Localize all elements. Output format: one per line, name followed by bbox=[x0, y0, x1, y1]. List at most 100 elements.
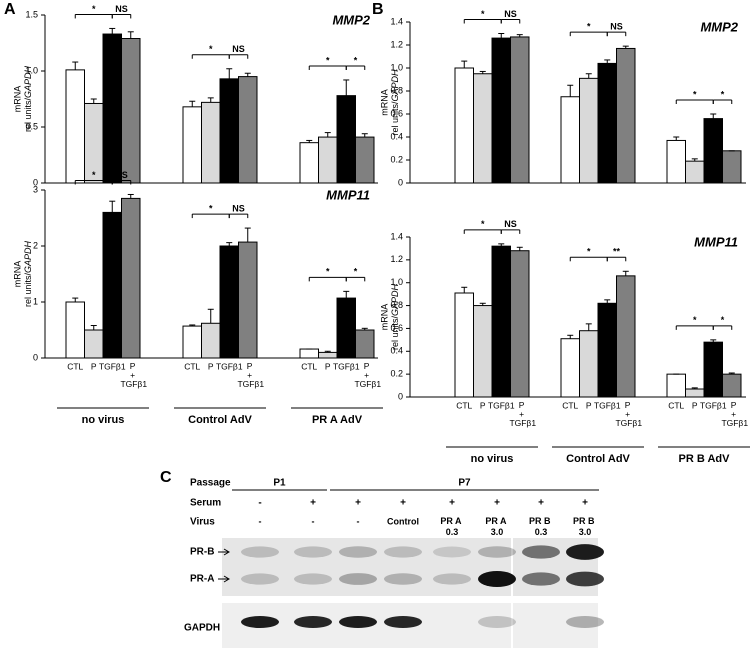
significance-label: * bbox=[92, 4, 96, 14]
y-tick-label: 0.6 bbox=[390, 108, 403, 118]
bar-label: P bbox=[586, 400, 592, 410]
significance-label: * bbox=[481, 219, 485, 229]
bar bbox=[616, 47, 636, 184]
bar bbox=[102, 33, 122, 184]
bar-label: P + TGFβ1 bbox=[615, 400, 642, 428]
y-axis-label: mRNA bbox=[379, 304, 389, 331]
bar-label: CTL bbox=[668, 400, 684, 410]
significance-label: * bbox=[721, 89, 725, 99]
band-arrow-head bbox=[223, 548, 230, 556]
y-tick-label: 0 bbox=[33, 352, 38, 362]
band bbox=[566, 616, 604, 628]
y-tick-label: 1.5 bbox=[25, 9, 38, 19]
virus-label: PR A 3.0 bbox=[485, 516, 508, 537]
virus-label: - bbox=[357, 516, 360, 526]
row-label: Serum bbox=[190, 498, 221, 509]
bar bbox=[722, 373, 742, 398]
y-tick-label: 1.2 bbox=[390, 39, 403, 49]
bar bbox=[121, 38, 141, 184]
y-tick-label: 1.0 bbox=[390, 62, 403, 72]
passage-label: P1 bbox=[273, 478, 286, 489]
significance-label: * bbox=[354, 267, 358, 277]
bar bbox=[666, 139, 686, 184]
bar bbox=[510, 250, 530, 398]
significance-label: NS bbox=[232, 203, 245, 213]
bar bbox=[201, 101, 221, 184]
bar bbox=[703, 118, 723, 184]
y-tick-label: 1.4 bbox=[390, 231, 403, 241]
significance-label: * bbox=[326, 55, 330, 65]
band-label: PR-B bbox=[190, 547, 214, 558]
y-tick-label: 0.4 bbox=[390, 346, 403, 356]
virus-label: - bbox=[312, 516, 315, 526]
band bbox=[566, 544, 604, 560]
y-tick-label: 0.6 bbox=[390, 323, 403, 333]
significance-label: NS bbox=[232, 44, 245, 54]
x-tick-label: no virus bbox=[471, 453, 514, 465]
bar-label: TGFβ1 bbox=[216, 361, 243, 371]
bar bbox=[491, 245, 511, 398]
bar bbox=[454, 67, 474, 184]
serum-label: + bbox=[310, 498, 316, 509]
band bbox=[294, 546, 332, 558]
bar-label: CTL bbox=[67, 361, 83, 371]
western-blot: Passage Serum Virus P1 P7 - + + + + + + + - - - Control P… bbox=[184, 478, 604, 648]
y-tick-label: 0 bbox=[398, 391, 403, 401]
y-tick-label: 1.0 bbox=[390, 277, 403, 287]
band bbox=[339, 546, 377, 558]
bar bbox=[491, 37, 511, 184]
y-tick-label: 0.5 bbox=[25, 121, 38, 131]
significance-label: * bbox=[693, 89, 697, 99]
bar bbox=[336, 297, 356, 359]
significance-label: NS bbox=[504, 219, 517, 229]
x-tick-label: Control AdV bbox=[566, 453, 630, 465]
band bbox=[522, 572, 560, 586]
band-arrow-head bbox=[223, 575, 230, 583]
bar-label: P bbox=[208, 361, 214, 371]
significance-label: NS bbox=[504, 9, 517, 19]
bar bbox=[65, 301, 85, 359]
bar bbox=[579, 330, 599, 398]
bar bbox=[219, 245, 239, 359]
band bbox=[384, 546, 422, 558]
bar-label: TGFβ1 bbox=[700, 400, 727, 410]
virus-label: PR A 0.3 bbox=[440, 516, 463, 537]
bar-label: TGFβ1 bbox=[333, 361, 360, 371]
bar bbox=[299, 142, 319, 184]
y-tick-label: 1 bbox=[33, 296, 38, 306]
bar bbox=[355, 329, 375, 359]
bar-label: CTL bbox=[562, 400, 578, 410]
serum-label: + bbox=[449, 498, 455, 509]
bar bbox=[182, 106, 202, 184]
virus-label: PR B 0.3 bbox=[529, 516, 553, 537]
bar bbox=[201, 322, 221, 359]
bar-label: P bbox=[325, 361, 331, 371]
y-tick-label: 0.2 bbox=[390, 154, 403, 164]
band bbox=[241, 616, 279, 628]
band bbox=[339, 573, 377, 585]
row-label: Virus bbox=[190, 517, 215, 528]
significance-label: * bbox=[92, 170, 96, 180]
bar bbox=[238, 241, 258, 359]
y-tick-label: 3 bbox=[33, 184, 38, 194]
bar-label: P + TGFβ1 bbox=[509, 400, 536, 428]
x-tick-label: no virus bbox=[82, 414, 125, 426]
bar bbox=[473, 73, 493, 184]
bar bbox=[454, 292, 474, 398]
bar bbox=[703, 341, 723, 398]
bar bbox=[336, 95, 356, 184]
bar-label: P + TGFβ1 bbox=[237, 361, 264, 389]
bar bbox=[579, 77, 599, 184]
chart-title: MMP11 bbox=[326, 187, 370, 202]
significance-label: NS bbox=[115, 170, 128, 180]
y-tick-label: 0 bbox=[398, 177, 403, 187]
band bbox=[478, 546, 516, 558]
bar bbox=[473, 305, 493, 398]
bar-label: P + TGFβ1 bbox=[120, 361, 147, 389]
significance-label: * bbox=[209, 44, 213, 54]
y-axis-label: mRNA bbox=[379, 89, 389, 116]
significance-label: * bbox=[587, 247, 591, 257]
bar bbox=[597, 302, 617, 398]
band-label: PR-A bbox=[190, 574, 214, 585]
